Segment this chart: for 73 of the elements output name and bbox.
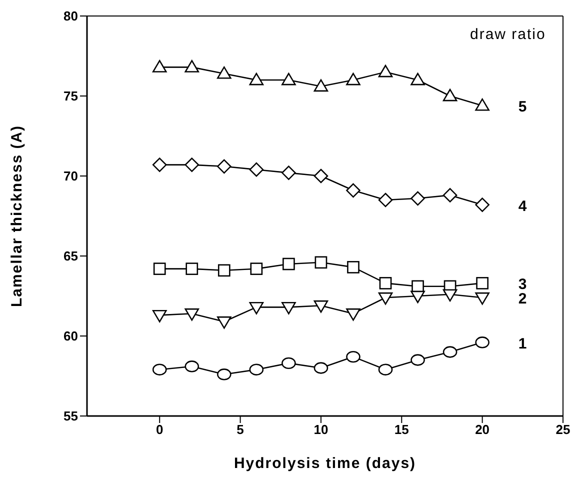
point (186, 262, 198, 275)
point (217, 66, 232, 79)
point (314, 256, 328, 269)
point (346, 350, 360, 363)
x-tick-label: 15 (394, 422, 409, 438)
point (282, 72, 296, 86)
point (314, 168, 328, 184)
y-tick-label: 60 (64, 328, 78, 344)
point (346, 72, 360, 86)
point (184, 308, 200, 321)
point (442, 346, 458, 358)
point (152, 364, 167, 376)
series-label: 2 (518, 290, 527, 308)
y-tick-label: 65 (64, 248, 78, 264)
x-axis-title: Hydrolysis time (days) (234, 455, 416, 472)
point (475, 336, 490, 348)
point (314, 79, 328, 92)
point (314, 300, 328, 313)
point (378, 64, 393, 78)
point (346, 308, 360, 321)
point (347, 261, 360, 274)
point (410, 191, 425, 206)
point (442, 289, 458, 302)
legend-title: draw ratio (470, 26, 546, 43)
point (346, 183, 360, 198)
point (282, 166, 296, 180)
point (475, 198, 490, 212)
point (410, 290, 425, 304)
point (153, 262, 166, 275)
point (217, 316, 232, 329)
series-label: 4 (518, 198, 528, 215)
y-tick-label: 80 (64, 8, 78, 24)
series-label: 5 (518, 98, 527, 116)
y-axis-title: Lamellar thickness (A) (8, 124, 26, 308)
point (378, 192, 393, 208)
point (217, 368, 232, 380)
point (249, 302, 264, 314)
point (442, 88, 458, 102)
point (282, 357, 296, 370)
point (152, 310, 167, 322)
point (282, 258, 295, 270)
y-tick-label: 75 (64, 88, 78, 104)
point (184, 360, 200, 372)
point (475, 98, 490, 111)
point (282, 302, 296, 314)
point (476, 277, 488, 290)
point (152, 60, 167, 72)
point (218, 264, 230, 277)
point (217, 159, 232, 174)
text: 3 (518, 276, 527, 294)
y-tick-label: 55 (64, 408, 78, 424)
x-tick-label: 10 (314, 422, 328, 438)
y-tick-label: 70 (64, 168, 78, 184)
x-tick-label: 20 (475, 422, 490, 438)
point (314, 362, 328, 374)
point (410, 354, 425, 366)
point (379, 277, 392, 290)
x-tick-label: 0 (156, 422, 164, 438)
point (250, 262, 263, 275)
point (249, 364, 264, 376)
x-tick-label: 25 (556, 422, 570, 438)
point (442, 188, 458, 202)
series-label: 1 (518, 335, 527, 352)
point (184, 158, 200, 172)
point (249, 162, 264, 177)
point (378, 292, 393, 305)
point (410, 72, 425, 86)
x-tick-label: 5 (236, 422, 244, 438)
point (249, 72, 264, 86)
point (475, 292, 490, 305)
point (184, 60, 200, 72)
point (378, 364, 393, 376)
point (152, 158, 167, 172)
